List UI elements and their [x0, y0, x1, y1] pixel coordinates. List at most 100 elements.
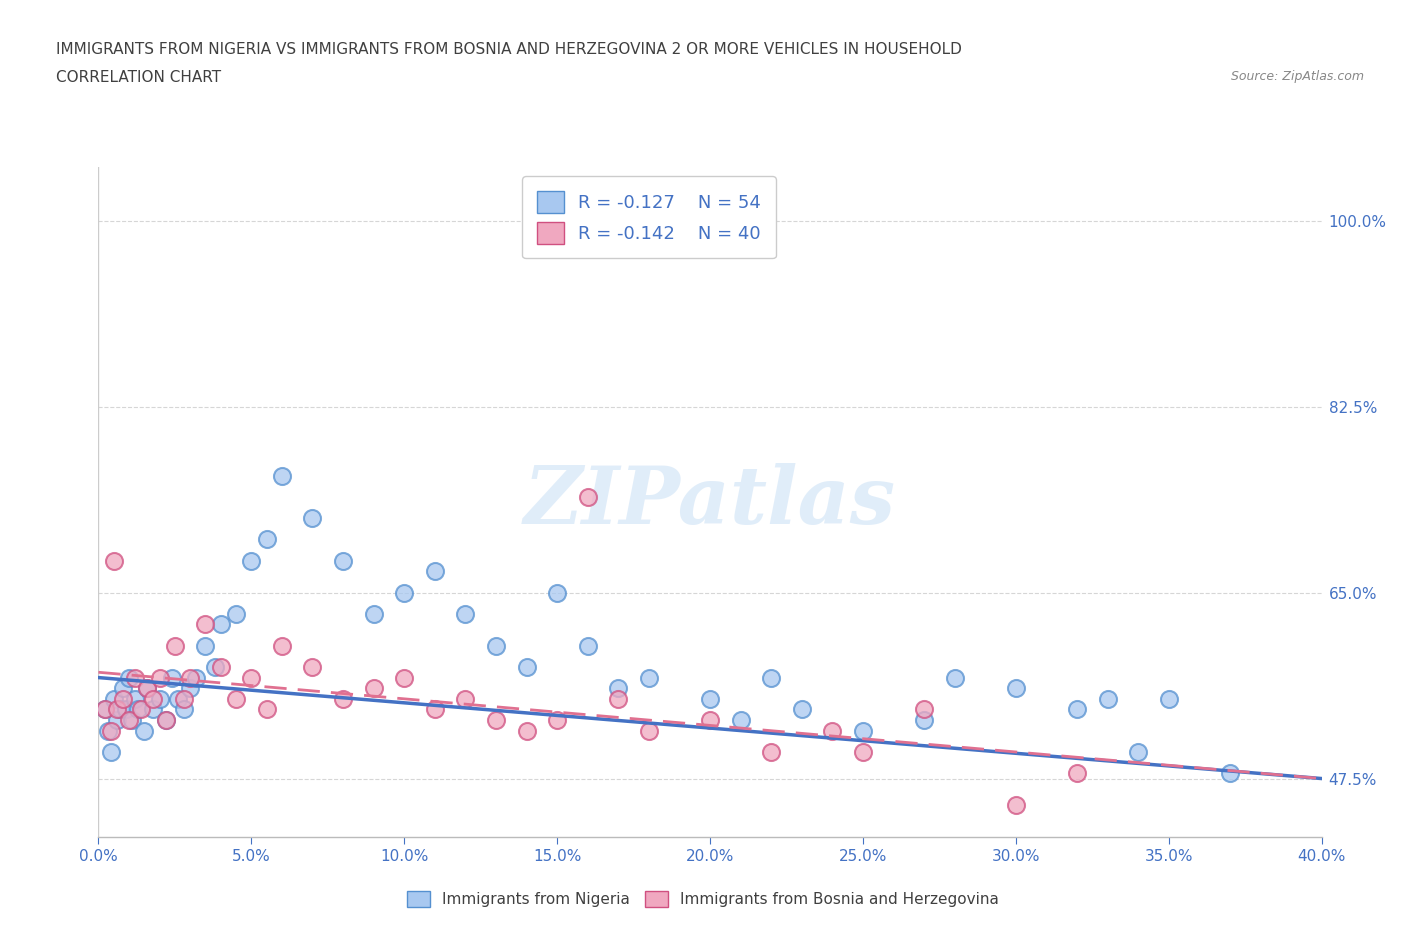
Point — [173, 702, 195, 717]
Point — [761, 745, 783, 760]
Text: CORRELATION CHART: CORRELATION CHART — [56, 70, 221, 85]
Point — [194, 638, 217, 653]
Point — [1066, 765, 1088, 780]
Point — [332, 691, 354, 706]
Point — [124, 671, 146, 685]
Point — [363, 681, 385, 696]
Point — [607, 691, 630, 706]
Point — [699, 691, 721, 706]
Point — [821, 724, 844, 738]
Point — [1004, 798, 1026, 813]
Point — [516, 659, 538, 674]
Point — [485, 712, 508, 727]
Point — [209, 659, 232, 674]
Point — [912, 702, 935, 717]
Point — [186, 671, 208, 685]
Point — [1097, 691, 1119, 706]
Point — [301, 511, 323, 525]
Point — [127, 702, 149, 717]
Point — [142, 702, 165, 717]
Point — [167, 691, 190, 706]
Point — [392, 585, 416, 600]
Point — [546, 585, 568, 600]
Point — [270, 638, 294, 653]
Point — [179, 671, 201, 685]
Point — [204, 659, 226, 674]
Point — [209, 617, 232, 631]
Point — [943, 671, 966, 685]
Point — [100, 724, 122, 738]
Point — [149, 671, 172, 685]
Point — [103, 691, 125, 706]
Point — [155, 712, 177, 727]
Point — [761, 671, 783, 685]
Point — [93, 702, 115, 717]
Point — [270, 468, 294, 483]
Point — [332, 553, 354, 568]
Point — [454, 691, 477, 706]
Point — [160, 671, 183, 685]
Point — [240, 671, 263, 685]
Point — [1128, 745, 1150, 760]
Point — [155, 712, 177, 727]
Point — [194, 617, 217, 631]
Point — [546, 712, 568, 727]
Point — [790, 702, 813, 717]
Point — [638, 724, 661, 738]
Point — [638, 671, 661, 685]
Point — [699, 712, 721, 727]
Point — [852, 724, 875, 738]
Point — [1157, 691, 1180, 706]
Point — [118, 671, 141, 685]
Point — [100, 745, 122, 760]
Point — [136, 681, 159, 696]
Point — [576, 638, 599, 653]
Point — [142, 691, 165, 706]
Point — [256, 702, 278, 717]
Point — [136, 681, 159, 696]
Point — [173, 691, 195, 706]
Point — [163, 638, 186, 653]
Point — [93, 702, 115, 717]
Point — [1066, 702, 1088, 717]
Point — [179, 681, 201, 696]
Point — [516, 724, 538, 738]
Point — [225, 691, 247, 706]
Point — [97, 724, 120, 738]
Point — [423, 564, 446, 578]
Point — [363, 606, 385, 621]
Point — [121, 712, 143, 727]
Point — [1004, 681, 1026, 696]
Point — [115, 702, 138, 717]
Point — [256, 532, 278, 547]
Point — [1219, 765, 1241, 780]
Point — [105, 712, 128, 727]
Point — [485, 638, 508, 653]
Text: IMMIGRANTS FROM NIGERIA VS IMMIGRANTS FROM BOSNIA AND HERZEGOVINA 2 OR MORE VEHI: IMMIGRANTS FROM NIGERIA VS IMMIGRANTS FR… — [56, 42, 962, 57]
Point — [576, 489, 599, 504]
Point — [111, 691, 134, 706]
Point — [454, 606, 477, 621]
Text: ZIPatlas: ZIPatlas — [524, 463, 896, 541]
Point — [105, 702, 128, 717]
Point — [129, 702, 152, 717]
Point — [108, 702, 131, 717]
Point — [423, 702, 446, 717]
Point — [392, 671, 416, 685]
Point — [607, 681, 630, 696]
Point — [134, 724, 156, 738]
Text: Source: ZipAtlas.com: Source: ZipAtlas.com — [1230, 70, 1364, 83]
Point — [240, 553, 263, 568]
Legend: R = -0.127    N = 54, R = -0.142    N = 40: R = -0.127 N = 54, R = -0.142 N = 40 — [522, 177, 776, 259]
Point — [225, 606, 247, 621]
Point — [111, 681, 134, 696]
Point — [912, 712, 935, 727]
Point — [103, 553, 125, 568]
Point — [118, 712, 141, 727]
Point — [301, 659, 323, 674]
Point — [730, 712, 752, 727]
Point — [149, 691, 172, 706]
Point — [124, 691, 146, 706]
Point — [852, 745, 875, 760]
Legend: Immigrants from Nigeria, Immigrants from Bosnia and Herzegovina: Immigrants from Nigeria, Immigrants from… — [401, 884, 1005, 913]
